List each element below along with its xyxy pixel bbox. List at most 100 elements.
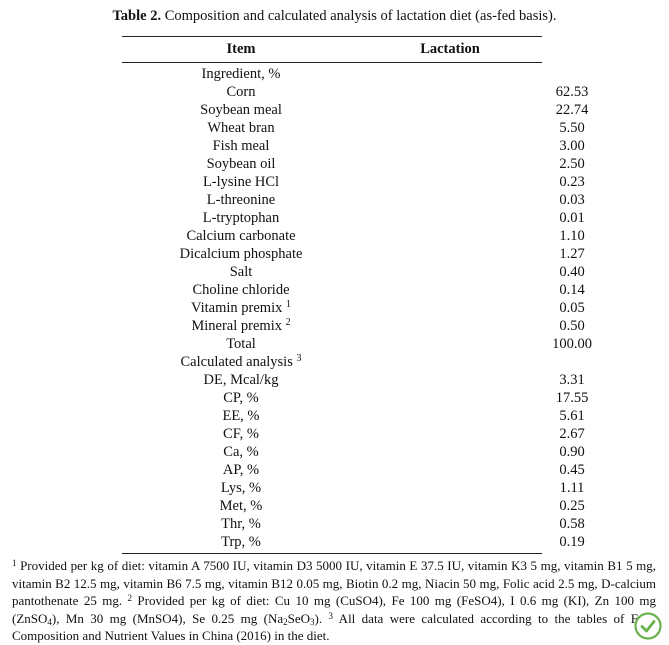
row-value: 0.50: [559, 318, 585, 334]
table-caption: Table 2. Composition and calculated anal…: [0, 6, 669, 26]
row-label-text: Total: [226, 336, 256, 352]
table-title: Composition and calculated analysis of l…: [164, 8, 557, 24]
bottom-rule: [122, 553, 542, 554]
table-row: Vitamin premix 1 0.05: [122, 299, 585, 317]
row-label-text: Wheat bran: [207, 120, 275, 136]
row-label-text: Calcium carbonate: [186, 228, 296, 244]
row-value: 0.58: [559, 516, 585, 532]
footnotes: 1 Provided per kg of diet: vitamin A 750…: [12, 557, 656, 645]
row-value: 22.74: [555, 102, 589, 118]
row-value: 0.25: [559, 498, 585, 514]
row-label-text: Ca, %: [223, 444, 259, 460]
top-rule: [122, 36, 542, 37]
row-value: 1.27: [559, 246, 585, 262]
table-row: Lys, % 1.11: [122, 479, 585, 497]
row-label: Lys, %: [122, 479, 360, 497]
row-value: 0.14: [559, 282, 585, 298]
row-value: 3.31: [559, 372, 585, 388]
footnote-marker-3: 3: [328, 610, 334, 621]
row-label: Calcium carbonate: [122, 227, 360, 245]
row-label: Fish meal: [122, 137, 360, 155]
table-row: Corn 62.53: [122, 83, 589, 101]
row-label: Total: [122, 335, 360, 353]
row-label-text: AP, %: [222, 462, 260, 478]
row-value: 0.90: [559, 444, 585, 460]
row-label: Thr, %: [122, 515, 360, 533]
row-value: 0.45: [559, 462, 585, 478]
row-value: 2.50: [559, 156, 585, 172]
table-label: Table 2.: [112, 8, 162, 24]
row-value: 1.10: [559, 228, 585, 244]
row-label: Vitamin premix 1: [122, 299, 360, 317]
footnote-2-sub-b: 2: [283, 616, 288, 627]
row-label: Dicalcium phosphate: [122, 245, 360, 263]
table-row: Total 100.00: [122, 335, 592, 353]
table-row: Calcium carbonate 1.10: [122, 227, 584, 245]
row-label-text: Salt: [229, 264, 253, 280]
row-label-text: CF, %: [223, 426, 259, 442]
row-label: Choline chloride: [122, 281, 360, 299]
footnote-marker-1: 1: [12, 558, 17, 568]
row-label-text: Choline chloride: [192, 282, 290, 298]
row-label: Ca, %: [122, 443, 360, 461]
row-value: 5.50: [559, 120, 585, 136]
row-label: Calculated analysis 3: [122, 353, 360, 371]
footnote-2-sub-a: 4: [47, 616, 52, 627]
row-label: CF, %: [122, 425, 360, 443]
row-value: 0.23: [559, 174, 585, 190]
table-row: Salt 0.40: [122, 263, 585, 281]
table-row: AP, % 0.45: [122, 461, 585, 479]
row-label: Mineral premix 2: [122, 317, 360, 335]
row-label: DE, Mcal/kg: [122, 371, 360, 389]
row-label: L-tryptophan: [122, 209, 360, 227]
row-label: Soybean oil: [122, 155, 360, 173]
row-value: 0.40: [559, 264, 585, 280]
row-label: Wheat bran: [122, 119, 360, 137]
row-value: 17.55: [555, 390, 589, 406]
row-label: EE, %: [122, 407, 360, 425]
row-value: 0.05: [559, 300, 585, 316]
footnote-2-sub-c: 3: [310, 616, 315, 627]
row-footnote-marker: 3: [296, 353, 302, 364]
row-label: L-lysine HCl: [122, 173, 360, 191]
row-label: Corn: [122, 83, 360, 101]
table-row: L-tryptophan 0.01: [122, 209, 585, 227]
table-row: Wheat bran 5.50: [122, 119, 584, 137]
row-value: 1.11: [559, 480, 585, 496]
row-label-text: L-threonine: [206, 192, 276, 208]
footnote-1-text: Provided per kg of diet: vitamin A 7500 …: [12, 558, 656, 608]
row-label-text: Fish meal: [212, 138, 270, 154]
row-label-text: DE, Mcal/kg: [203, 372, 279, 388]
check-badge-icon: [634, 612, 662, 640]
table-row: L-threonine 0.03: [122, 191, 585, 209]
table-row: Mineral premix 2 0.50: [122, 317, 584, 335]
footnote-2-text-b: ), Mn 30 mg (MnSO4), Se 0.25 mg (Na: [51, 610, 284, 626]
row-label: Salt: [122, 263, 360, 281]
table-row: Soybean meal 22.74: [122, 101, 588, 119]
header-item: Item: [226, 41, 256, 57]
row-value: 2.67: [559, 426, 585, 442]
row-value: 62.53: [555, 84, 589, 100]
row-label-text: Thr, %: [221, 516, 261, 532]
footnote-2-text-c: SeO: [287, 610, 311, 626]
table-body: Ingredient, % Corn 62.53 Soybean meal 22.74 W…: [122, 65, 592, 551]
footnote-2-text-d: ).: [314, 610, 329, 626]
table-row: Fish meal 3.00: [122, 137, 585, 155]
table-row: Ingredient, %: [122, 65, 542, 83]
table-row: Ca, % 0.90: [122, 443, 584, 461]
row-footnote-marker: 1: [285, 299, 291, 310]
row-value: 0.19: [559, 534, 585, 550]
row-label: Soybean meal: [122, 101, 360, 119]
row-label-text: Mineral premix: [191, 318, 282, 334]
row-label: Met, %: [122, 497, 360, 515]
row-label-text: L-lysine HCl: [202, 174, 280, 190]
row-label-text: EE, %: [222, 408, 260, 424]
row-label-text: Corn: [226, 84, 256, 100]
footnote-2-text-a: Provided per kg of diet: Cu 10 mg (CuSO4…: [12, 593, 656, 626]
header-rule: [122, 62, 542, 63]
table-row: Dicalcium phosphate 1.27: [122, 245, 585, 263]
row-label: Trp, %: [122, 533, 360, 551]
row-footnote-marker: 2: [285, 317, 291, 328]
row-label-text: Lys, %: [220, 480, 262, 496]
row-label: Ingredient, %: [122, 65, 360, 83]
